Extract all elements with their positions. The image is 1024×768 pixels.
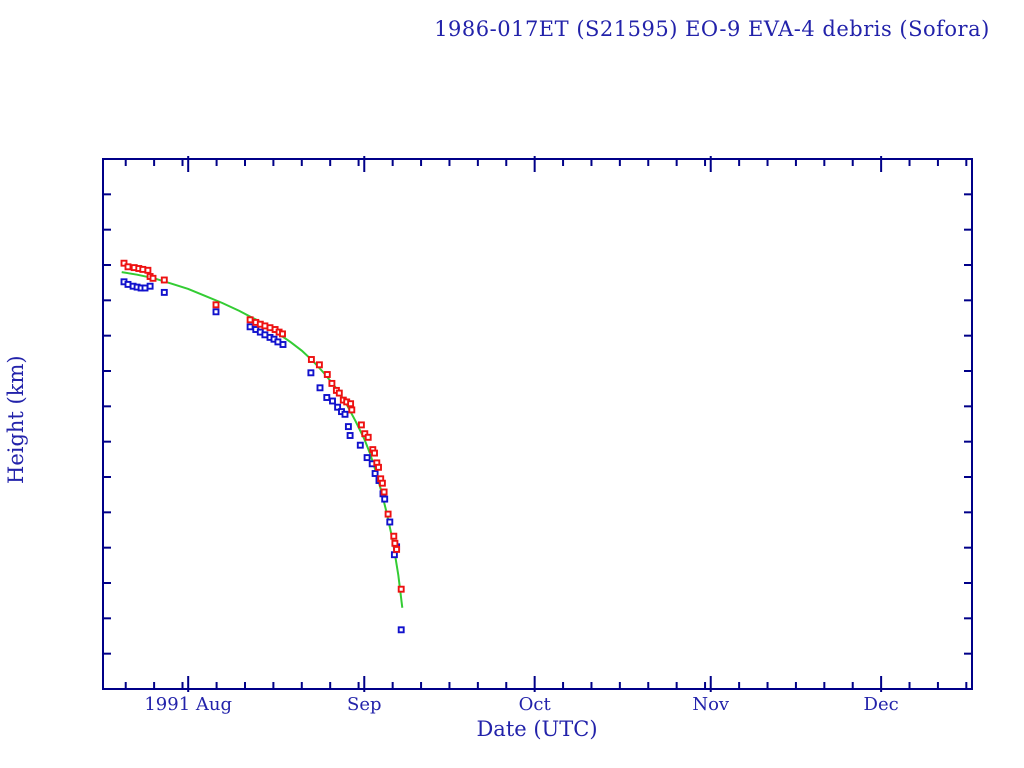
height-upper-red-marker [323,371,331,378]
height-upper-red-marker [384,510,392,518]
height-lower-blue-marker [316,384,324,392]
height-lower-blue-marker [341,410,349,418]
height-lower-blue-marker [344,423,352,431]
height-lower-blue-marker [386,518,394,526]
height-upper-red-marker [246,316,254,324]
height-upper-red-marker [375,463,382,471]
x-tick-label-1991-aug: 1991 Aug [144,694,232,715]
height-lower-blue-marker [390,551,398,559]
height-upper-red-marker [378,479,386,487]
height-lower-blue-marker [334,403,342,411]
height-lower-blue-marker [212,308,220,316]
height-lower-blue-marker [397,626,405,634]
height-upper-red-marker [348,406,356,414]
height-upper-red-marker [391,539,399,547]
plot-frame [102,158,973,690]
height-lower-blue-marker [246,323,254,331]
height-upper-red-marker [212,301,220,309]
x-tick-label-nov: Nov [692,694,730,715]
chart-title: 1986-017ET (S21595) EO-9 EVA-4 debris (S… [434,17,990,41]
height-lower-blue-marker [346,432,354,439]
height-upper-red-marker [160,276,168,284]
height-lower-blue-marker [371,470,379,477]
height-upper-red-marker [390,532,398,540]
x-tick-label-sep: Sep [347,694,382,715]
x-tick-label-dec: Dec [864,694,899,715]
height-upper-red-marker [149,274,157,282]
height-upper-red-marker [397,585,405,593]
height-upper-red-marker [371,449,378,457]
height-upper-red-marker [328,379,336,387]
height-lower-blue-marker [363,454,371,462]
height-upper-red-marker [124,263,132,271]
height-upper-red-marker [380,488,388,496]
height-upper-red-marker [279,330,286,338]
height-upper-red-marker [347,400,355,408]
height-upper-red-marker [315,361,323,369]
x-tick-label-oct: Oct [519,694,552,715]
height-lower-blue-marker [356,441,364,449]
height-lower-blue-marker [381,495,389,503]
height-upper-red-marker [357,421,365,429]
height-upper-red-marker [144,266,152,274]
height-lower-blue-marker [329,397,336,405]
height-lower-blue-marker [279,341,287,348]
x-axis-label: Date (UTC) [476,717,598,741]
height-lower-blue-marker [323,394,331,401]
height-lower-blue-marker [160,288,168,296]
height-upper-red-marker [335,389,343,397]
height-lower-blue-marker [307,369,315,377]
height-upper-red-marker [364,433,372,441]
height-upper-red-marker [120,259,128,267]
height-upper-red-marker [307,356,315,363]
height-lower-blue-marker [146,282,154,290]
height-upper-red-marker [393,545,401,553]
